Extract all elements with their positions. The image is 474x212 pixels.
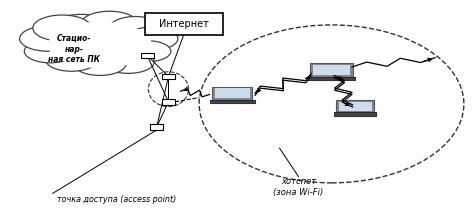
Circle shape xyxy=(50,14,112,42)
FancyBboxPatch shape xyxy=(313,65,350,75)
FancyBboxPatch shape xyxy=(150,124,163,130)
Circle shape xyxy=(74,52,126,75)
Circle shape xyxy=(102,50,155,73)
Text: точка доступа (access point): точка доступа (access point) xyxy=(57,195,177,204)
Circle shape xyxy=(126,27,178,50)
FancyBboxPatch shape xyxy=(145,13,223,35)
FancyBboxPatch shape xyxy=(162,74,175,80)
Circle shape xyxy=(46,48,98,71)
Text: Стацио-
нар-
ная сеть ПК: Стацио- нар- ная сеть ПК xyxy=(48,34,100,64)
FancyBboxPatch shape xyxy=(210,100,255,103)
FancyBboxPatch shape xyxy=(212,87,252,100)
FancyBboxPatch shape xyxy=(308,77,355,81)
FancyBboxPatch shape xyxy=(339,102,372,111)
Circle shape xyxy=(81,11,138,36)
Circle shape xyxy=(48,22,152,68)
FancyBboxPatch shape xyxy=(336,100,374,112)
Circle shape xyxy=(109,17,161,40)
Circle shape xyxy=(19,26,76,51)
Circle shape xyxy=(24,40,76,63)
FancyBboxPatch shape xyxy=(215,88,249,98)
Circle shape xyxy=(33,15,91,41)
FancyBboxPatch shape xyxy=(334,112,376,116)
Circle shape xyxy=(124,41,171,62)
FancyBboxPatch shape xyxy=(162,99,175,105)
FancyBboxPatch shape xyxy=(310,63,353,77)
Text: хотспот
(зона Wi-Fi): хотспот (зона Wi-Fi) xyxy=(273,177,324,197)
FancyBboxPatch shape xyxy=(141,53,154,58)
Text: Интернет: Интернет xyxy=(159,19,209,29)
